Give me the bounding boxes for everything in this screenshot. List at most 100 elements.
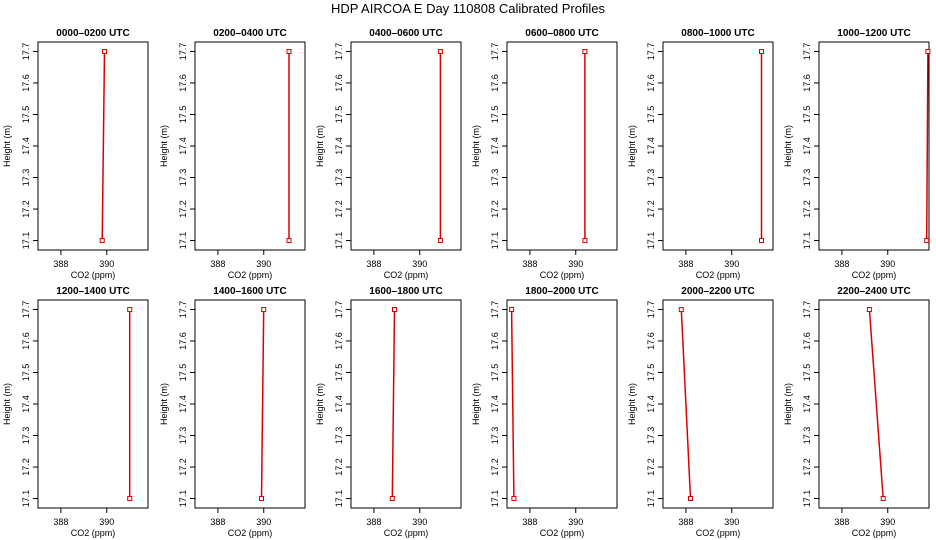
y-axis-label: Height (m) (783, 383, 793, 425)
profile-point (286, 238, 292, 243)
y-axis-label: Height (m) (2, 125, 12, 167)
x-axis-label: CO2 (ppm) (228, 270, 273, 280)
x-tick-label: 388 (210, 259, 225, 269)
y-tick-label: 17.6 (178, 74, 188, 92)
panel-11: 2000–2200 UTC 388 390 17.1 17.2 17.3 17.4 17.5 1… (627, 286, 774, 538)
profile-point (924, 238, 930, 243)
panel-7: 1200–1400 UTC 388 390 17.1 17.2 17.3 17.4 17.5 1… (2, 286, 149, 538)
y-tick-label: 17.5 (490, 106, 500, 124)
plot-frame (818, 41, 930, 251)
x-axis-label: CO2 (ppm) (71, 270, 116, 280)
y-tick-label: 17.1 (646, 232, 656, 250)
panel-title: 0800–1000 UTC (681, 28, 754, 39)
x-axis-label: CO2 (ppm) (540, 528, 585, 538)
profile-line (391, 309, 396, 499)
y-axis-label: Height (m) (471, 383, 481, 425)
x-tick-label: 388 (834, 517, 849, 527)
y-tick-label: 17.3 (490, 427, 500, 445)
y-tick-label: 17.1 (490, 490, 500, 508)
y-tick-label: 17.5 (802, 106, 812, 124)
plot-frame (37, 41, 149, 251)
profile-line (680, 309, 692, 499)
panel-title: 2000–2200 UTC (681, 286, 754, 297)
plot-frame (350, 299, 462, 509)
profile-point (688, 496, 693, 501)
profile-point (509, 307, 515, 312)
panel-title: 1600–1800 UTC (369, 286, 442, 297)
y-tick-label: 17.5 (334, 106, 344, 124)
plot-frame (662, 299, 774, 509)
y-axis-label: Height (m) (471, 125, 481, 167)
profile-point (261, 307, 267, 312)
y-tick-label: 17.4 (646, 395, 656, 413)
y-tick-label: 17.3 (178, 169, 188, 187)
y-tick-label: 17.4 (21, 395, 31, 413)
x-tick-label: 390 (568, 517, 583, 527)
y-tick-label: 17.7 (802, 43, 812, 61)
x-axis-label: CO2 (ppm) (696, 270, 741, 280)
plot-frame (818, 299, 930, 509)
y-tick-label: 17.1 (21, 232, 31, 250)
y-tick-label: 17.7 (334, 43, 344, 61)
x-tick-label: 390 (412, 259, 427, 269)
y-axis-label: Height (m) (2, 383, 12, 425)
x-tick-label: 390 (99, 517, 114, 527)
y-tick-label: 17.3 (334, 427, 344, 445)
y-tick-label: 17.2 (802, 458, 812, 476)
y-tick-label: 17.1 (802, 490, 812, 508)
profile-point (127, 307, 133, 312)
panel-1: 0000–0200 UTC 388 390 17.1 17.2 17.3 17.4 17.5 1… (2, 28, 149, 280)
panel-title: 1200–1400 UTC (56, 286, 129, 297)
profile-point (437, 238, 443, 243)
y-tick-label: 17.7 (178, 301, 188, 319)
y-tick-label: 17.2 (490, 200, 500, 218)
profile-point (925, 49, 931, 54)
panel-3: 0400–0600 UTC 388 390 17.1 17.2 17.3 17.4 17.5 1… (315, 28, 462, 280)
panel-12: 2200–2400 UTC 388 390 17.1 17.2 17.3 17.4 17.5 1… (783, 286, 930, 538)
plot-frame (506, 41, 618, 251)
y-tick-label: 17.6 (646, 74, 656, 92)
panel-title: 0600–0800 UTC (525, 28, 598, 39)
profile-point (392, 307, 397, 312)
panel-4: 0600–0800 UTC 388 390 17.1 17.2 17.3 17.4 17.5 1… (471, 28, 618, 280)
profile-point (582, 238, 588, 243)
x-tick-label: 388 (522, 517, 537, 527)
x-axis-label: CO2 (ppm) (852, 270, 897, 280)
panel-9: 1600–1800 UTC 388 390 17.1 17.2 17.3 17.4 17.5 1… (315, 286, 462, 538)
y-tick-label: 17.3 (646, 169, 656, 187)
x-tick-label: 388 (366, 517, 381, 527)
y-tick-label: 17.1 (334, 232, 344, 250)
panel-title: 1400–1600 UTC (213, 286, 286, 297)
profile-point (99, 238, 105, 243)
profile-point (678, 307, 684, 312)
y-tick-label: 17.3 (646, 427, 656, 445)
y-tick-label: 17.7 (490, 301, 500, 319)
x-axis-label: CO2 (ppm) (540, 270, 585, 280)
y-tick-label: 17.4 (490, 137, 500, 155)
y-tick-label: 17.5 (802, 364, 812, 382)
panel-title: 1800–2000 UTC (525, 286, 598, 297)
panel-6: 1000–1200 UTC 388 390 17.1 17.2 17.3 17.4 17.5 1… (783, 28, 931, 280)
x-tick-label: 388 (678, 517, 693, 527)
panel-8: 1400–1600 UTC 388 390 17.1 17.2 17.3 17.4 17.5 1… (159, 286, 306, 538)
profile-point (759, 238, 764, 243)
y-tick-label: 17.1 (334, 490, 344, 508)
y-axis-label: Height (m) (159, 125, 169, 167)
y-tick-label: 17.4 (802, 137, 812, 155)
x-axis-label: CO2 (ppm) (696, 528, 741, 538)
x-axis-label: CO2 (ppm) (852, 528, 897, 538)
panel-title: 0000–0200 UTC (56, 28, 129, 39)
x-tick-label: 390 (256, 259, 271, 269)
y-tick-label: 17.5 (178, 106, 188, 124)
panel-title: 2200–2400 UTC (837, 286, 910, 297)
y-tick-label: 17.4 (178, 395, 188, 413)
profile-point (866, 307, 872, 312)
profile-point (389, 496, 395, 501)
y-tick-label: 17.4 (490, 395, 500, 413)
y-tick-label: 17.6 (490, 332, 500, 350)
y-tick-label: 17.4 (178, 137, 188, 155)
y-tick-label: 17.1 (178, 232, 188, 250)
x-tick-label: 390 (568, 259, 583, 269)
profile-point (437, 49, 443, 54)
